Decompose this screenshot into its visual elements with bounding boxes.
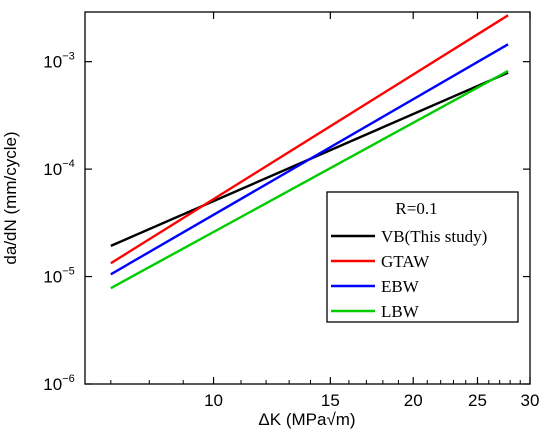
series-line-3 <box>110 69 509 290</box>
legend-entry: LBW <box>381 302 420 321</box>
legend-entry: VB(This study) <box>381 227 487 246</box>
series-line-2 <box>110 43 509 276</box>
y-tick-label: 10−5 <box>43 266 74 287</box>
series-line-1 <box>110 14 509 265</box>
x-tick-label: 10 <box>204 391 223 410</box>
x-tick-label: 25 <box>468 391 487 410</box>
plot-frame <box>84 11 531 385</box>
y-tick-label: 10−4 <box>43 158 74 179</box>
y-tick-label: 10−3 <box>43 51 74 72</box>
x-tick-label: 20 <box>404 391 423 410</box>
legend-entry: GTAW <box>381 252 430 271</box>
y-axis-label: da/dN (mm/cycle) <box>1 131 20 264</box>
x-tick-label: 15 <box>321 391 340 410</box>
x-tick-label: 30 <box>521 391 540 410</box>
y-tick-label: 10−6 <box>43 373 74 394</box>
x-axis-label: ΔK (MPa√m) <box>258 410 355 429</box>
legend-entry: EBW <box>381 277 420 296</box>
legend-title: R=0.1 <box>395 199 437 218</box>
legend-box <box>326 191 519 323</box>
